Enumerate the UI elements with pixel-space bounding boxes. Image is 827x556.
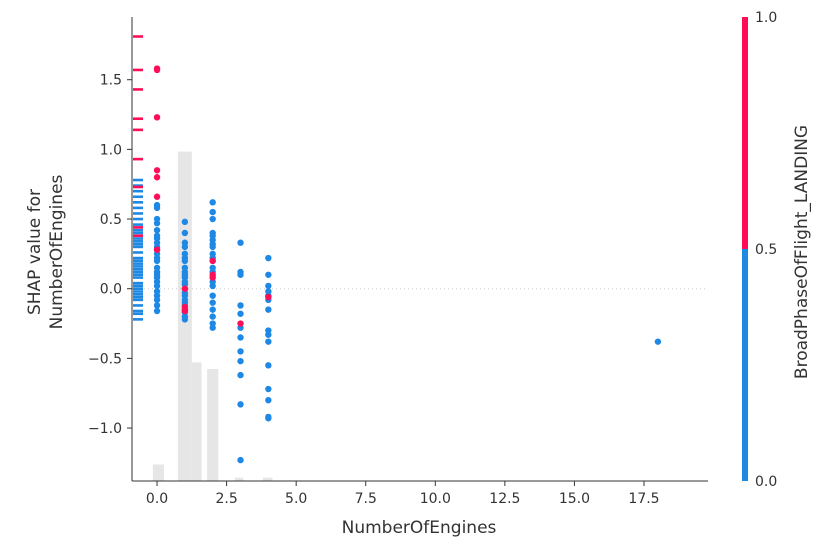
data-point: [153, 193, 161, 200]
x-tick-label: 12.5: [489, 491, 520, 507]
x-axis-label: NumberOfEngines: [342, 518, 497, 538]
axes-layer: 0.0 2.5 5.0 7.5 10.0 12.5 15.0 17.5 −1.0 −0.5 0.0 0…: [88, 17, 708, 507]
data-point: [265, 271, 272, 278]
histogram-bar: [234, 477, 244, 481]
data-point: [209, 215, 216, 223]
data-point: [237, 371, 244, 379]
x-tick-label: 5.0: [285, 491, 307, 507]
data-point: [237, 302, 244, 309]
data-point: [209, 274, 216, 281]
data-point: [209, 292, 216, 299]
data-point: [181, 243, 189, 251]
data-point: [209, 324, 216, 331]
data-point: [265, 293, 272, 301]
y-tick-label: 1.5: [100, 73, 122, 89]
histogram-bar: [207, 368, 219, 481]
data-point: [209, 257, 216, 265]
y-tick-label: 1.0: [100, 142, 122, 158]
data-point: [237, 348, 244, 355]
data-point: [209, 313, 216, 320]
x-tick-label: 17.5: [628, 491, 659, 507]
data-point: [237, 456, 244, 464]
colorbar-mid-label: 0.5: [755, 242, 777, 258]
data-point: [153, 220, 161, 227]
colorbar-label: BroadPhaseOfFlight_LANDING: [792, 125, 812, 379]
data-point: [153, 66, 161, 74]
data-point: [209, 282, 216, 290]
data-point: [153, 257, 161, 265]
data-point: [153, 282, 161, 290]
data-point: [237, 239, 244, 246]
y-tick-label: −1.0: [88, 421, 122, 437]
data-point: [153, 246, 161, 253]
y-tick-label: −0.5: [88, 351, 122, 367]
y-tick-label: 0.5: [100, 212, 122, 228]
x-tick-label: 2.5: [215, 491, 237, 507]
data-point: [237, 401, 244, 408]
data-point: [265, 338, 272, 345]
data-point: [209, 299, 216, 306]
data-point: [153, 167, 161, 174]
data-point: [153, 204, 161, 212]
data-point: [265, 306, 272, 313]
data-point: [265, 396, 272, 404]
data-point: [153, 174, 161, 181]
data-point: [237, 357, 244, 365]
histogram-bar: [191, 362, 202, 481]
data-point: [209, 306, 216, 313]
points-layer: [153, 65, 662, 464]
y-axis-label-line-2: NumberOfEngines: [47, 174, 67, 329]
colorbar-min-label: 0.0: [755, 474, 777, 490]
data-point: [265, 331, 272, 338]
data-point: [153, 226, 161, 234]
data-point: [209, 199, 216, 206]
colorbar-max-label: 1.0: [755, 10, 777, 26]
data-point: [181, 316, 189, 323]
data-point: [654, 338, 662, 345]
histogram-bar: [262, 477, 273, 481]
missing-ticks-layer: [133, 35, 143, 321]
histogram-bar: [152, 464, 164, 481]
data-point: [237, 320, 244, 327]
data-point: [181, 257, 189, 265]
data-point: [153, 296, 161, 304]
colorbar-high-segment: [742, 17, 748, 249]
data-point: [181, 307, 189, 315]
y-tick-label: 0.0: [100, 282, 122, 298]
data-point: [265, 282, 272, 290]
data-point: [237, 271, 244, 278]
data-point: [181, 218, 189, 226]
data-point: [237, 334, 244, 341]
data-point: [209, 243, 216, 251]
data-point: [265, 415, 272, 422]
x-tick-label: 7.5: [355, 491, 377, 507]
data-point: [209, 208, 216, 216]
colorbar-low-segment: [742, 249, 748, 481]
data-point: [265, 385, 272, 393]
x-tick-label: 10.0: [420, 491, 451, 507]
data-point: [181, 229, 189, 237]
data-point: [153, 302, 161, 309]
data-point: [153, 307, 161, 315]
data-point: [265, 254, 272, 262]
y-axis-label-line-1: SHAP value for: [25, 189, 45, 315]
data-point: [265, 362, 272, 369]
data-point: [153, 271, 161, 278]
x-tick-label: 15.0: [559, 491, 590, 507]
data-point: [181, 285, 189, 292]
data-point: [237, 310, 244, 317]
x-tick-label: 0.0: [146, 491, 168, 507]
data-point: [153, 114, 161, 121]
colorbar: 1.0 0.5 0.0 BroadPhaseOfFlight_LANDING: [742, 10, 812, 490]
